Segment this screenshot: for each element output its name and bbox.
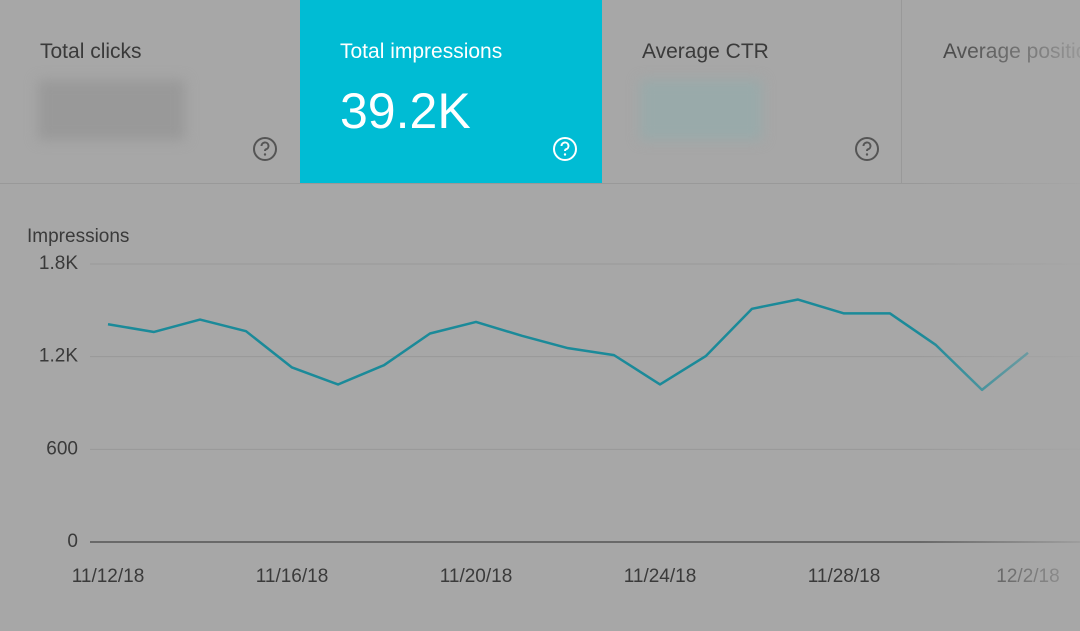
blurred-value bbox=[38, 80, 185, 140]
y-tick-label: 1.8K bbox=[39, 253, 78, 274]
card-label: Total impressions bbox=[340, 40, 503, 63]
card[interactable]: Average position bbox=[903, 0, 1080, 183]
card[interactable]: Total clicks bbox=[0, 0, 300, 183]
card[interactable]: Total impressions 39.2K bbox=[300, 0, 602, 183]
help-icon[interactable] bbox=[252, 136, 278, 162]
x-tick-label: 12/2/18 bbox=[996, 566, 1059, 587]
blurred-value bbox=[640, 80, 762, 140]
x-tick-label: 11/24/18 bbox=[624, 566, 697, 587]
y-axis-title: Impressions bbox=[27, 226, 129, 247]
card-value: 39.2K bbox=[340, 83, 471, 139]
divider bbox=[0, 183, 1080, 184]
y-tick-label: 1.2K bbox=[39, 346, 78, 367]
line-series bbox=[107, 298, 1029, 392]
card-label: Average position bbox=[943, 40, 1080, 63]
x-tick-label: 11/20/18 bbox=[440, 566, 513, 587]
x-tick-label: 11/16/18 bbox=[256, 566, 329, 587]
x-tick-label: 11/28/18 bbox=[808, 566, 881, 587]
card-label: Total clicks bbox=[40, 40, 142, 63]
y-tick-label: 0 bbox=[67, 531, 78, 552]
y-tick-label: 600 bbox=[46, 438, 78, 459]
card-label: Average CTR bbox=[642, 40, 769, 63]
help-icon[interactable] bbox=[854, 136, 880, 162]
help-icon[interactable] bbox=[552, 136, 578, 162]
card[interactable]: Average CTR bbox=[602, 0, 902, 183]
x-tick-label: 11/12/18 bbox=[72, 566, 145, 587]
